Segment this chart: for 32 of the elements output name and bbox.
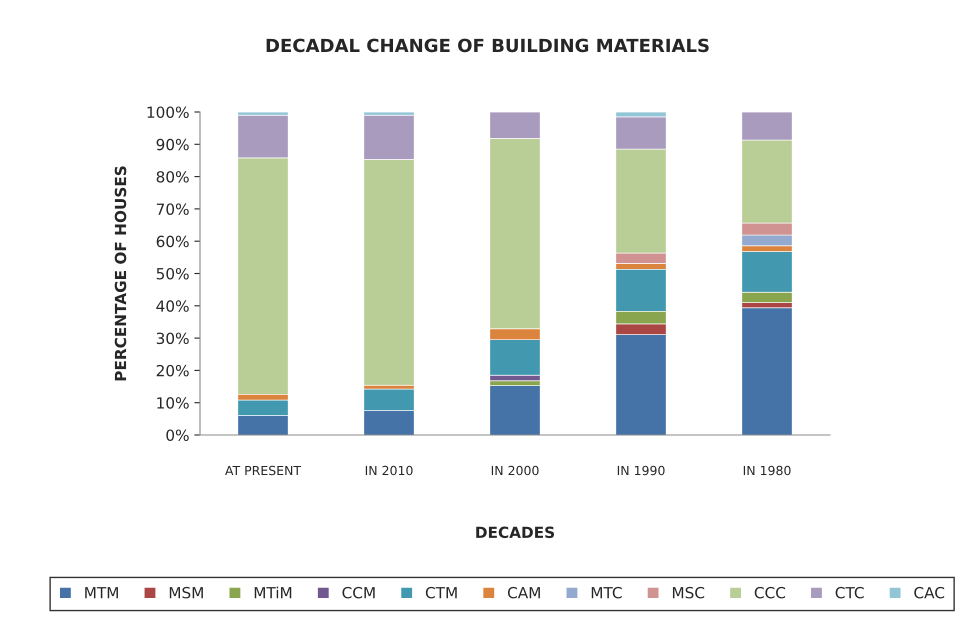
y-axis-title: PERCENTAGE OF HOUSES: [114, 166, 126, 380]
x-tick-label: IN 1980: [744, 466, 791, 476]
legend-label: CTC: [836, 586, 864, 598]
y-tick-label: 20%: [156, 364, 189, 376]
legend-label: MTM: [85, 587, 118, 598]
legend-label: CTM: [426, 586, 457, 598]
legend-label: CCM: [342, 586, 375, 598]
y-tick-label: 70%: [156, 203, 189, 215]
y-tick-label: 10%: [157, 397, 189, 409]
x-axis-title: DECADES: [476, 526, 554, 538]
x-tick-label: AT PRESENT: [225, 466, 302, 476]
x-tick-label: IN 2010: [366, 466, 413, 476]
y-tick-label: 50%: [156, 268, 189, 280]
y-tick-label: 60%: [156, 236, 189, 248]
legend-label: CAM: [508, 586, 540, 598]
legend-label: MSM: [170, 586, 203, 598]
y-tick-label: 80%: [156, 171, 189, 183]
legend-label: MTC: [592, 586, 622, 598]
y-tick-label: 0%: [166, 429, 189, 442]
legend-label: CCC: [754, 586, 786, 598]
bar: [741, 307, 793, 435]
y-tick-label: 100%: [148, 106, 189, 118]
legend-label: CAC: [914, 586, 944, 598]
chart-title: DECADAL CHANGE OF BUILDING MATERIALS: [266, 38, 709, 52]
y-tick-label: 30%: [156, 332, 189, 344]
legend-label: MSC: [672, 586, 704, 598]
legend-label: MTiM: [254, 586, 292, 598]
x-tick-label: IN 2000: [492, 466, 539, 476]
x-tick-label: IN 1990: [618, 466, 665, 476]
y-tick-label: 40%: [156, 300, 189, 312]
y-tick-label: 90%: [156, 138, 189, 150]
bar: [489, 385, 541, 435]
